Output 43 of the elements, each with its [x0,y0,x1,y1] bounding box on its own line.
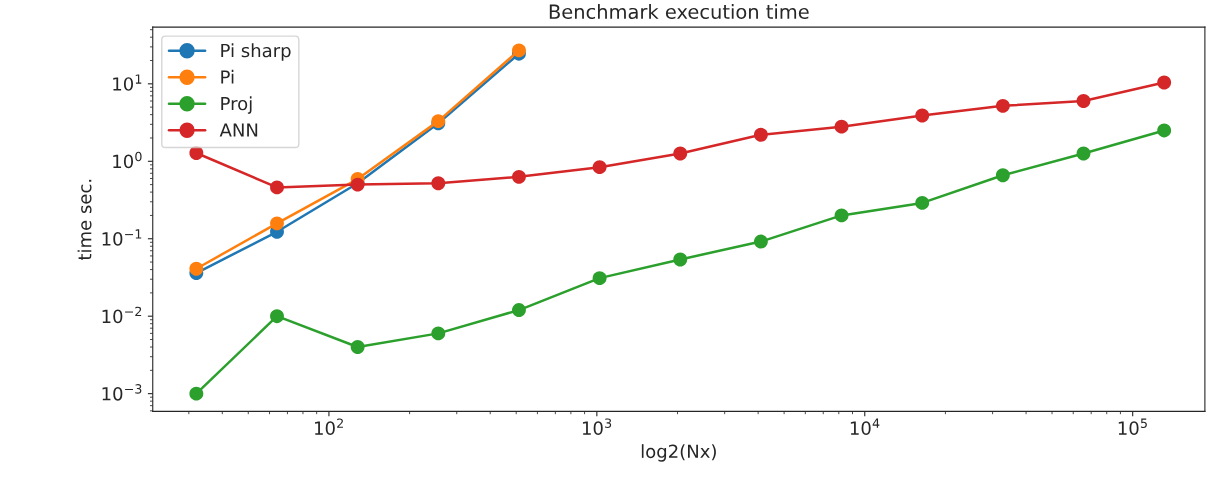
point [915,108,930,123]
legend-label: Pi sharp [221,43,291,61]
point [431,326,446,341]
y-tick-label: 10$^{−3}$ [102,384,142,401]
point [270,180,284,195]
point [431,176,446,191]
point [189,261,204,276]
point [592,160,607,175]
legend-label: ANN [219,123,258,137]
x-tick-label: 10$^{5}$ [1118,418,1147,435]
point [995,98,1010,113]
point [753,234,768,249]
y-tick-label: 10$^{−2}$ [102,306,142,324]
point [834,208,849,223]
point [1076,94,1091,108]
y-tick-label: 10$^{0}$ [113,151,142,169]
x-tick-label: 10$^{2}$ [315,418,343,435]
point [995,168,1010,183]
point [350,340,365,354]
point [189,386,204,401]
point [1157,75,1172,90]
point [673,252,688,267]
y-axis-title: time sec. [77,179,92,261]
point [512,303,526,318]
point [915,195,930,210]
point [1076,146,1091,161]
point [270,309,284,324]
y-tick-label: 10$^{−1}$ [102,229,142,246]
point [834,119,849,134]
chart-title: Benchmark execution time [549,4,809,20]
legend-label: Pi [221,69,234,84]
x-axis-title: log2(Nx) [641,444,716,462]
x-tick-label: 10$^{3}$ [582,418,612,435]
legend-label: Proj [221,96,252,114]
point [673,146,688,161]
point [189,146,204,160]
point [753,127,768,142]
point [270,216,284,231]
y-tick-label: 10$^{1}$ [113,74,142,91]
point [1157,123,1172,138]
point [512,169,526,184]
x-tick-label: 10$^{4}$ [850,418,880,435]
point [592,271,607,286]
